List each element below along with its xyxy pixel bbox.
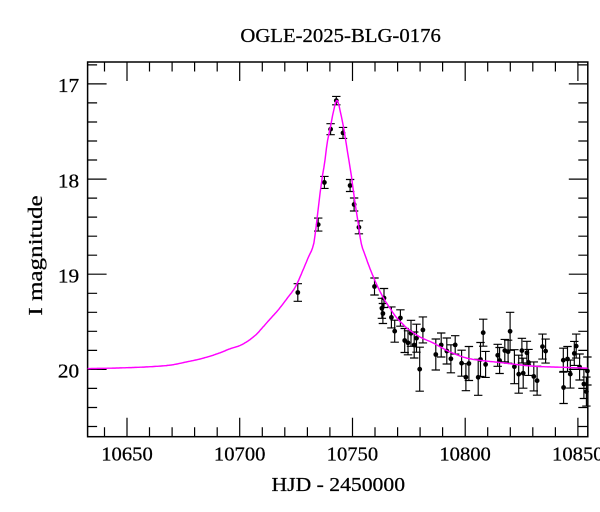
svg-text:I magnitude: I magnitude: [25, 195, 47, 315]
svg-text:10650: 10650: [101, 444, 153, 466]
svg-text:19: 19: [58, 266, 79, 288]
svg-text:10750: 10750: [327, 444, 379, 466]
svg-text:10850: 10850: [552, 444, 600, 466]
svg-text:17: 17: [58, 75, 79, 97]
svg-text:18: 18: [58, 170, 79, 192]
svg-text:20: 20: [58, 361, 79, 383]
svg-text:OGLE-2025-BLG-0176: OGLE-2025-BLG-0176: [240, 25, 441, 47]
svg-text:10700: 10700: [214, 444, 266, 466]
svg-text:HJD - 2450000: HJD - 2450000: [272, 474, 406, 496]
svg-text:10800: 10800: [439, 444, 491, 466]
